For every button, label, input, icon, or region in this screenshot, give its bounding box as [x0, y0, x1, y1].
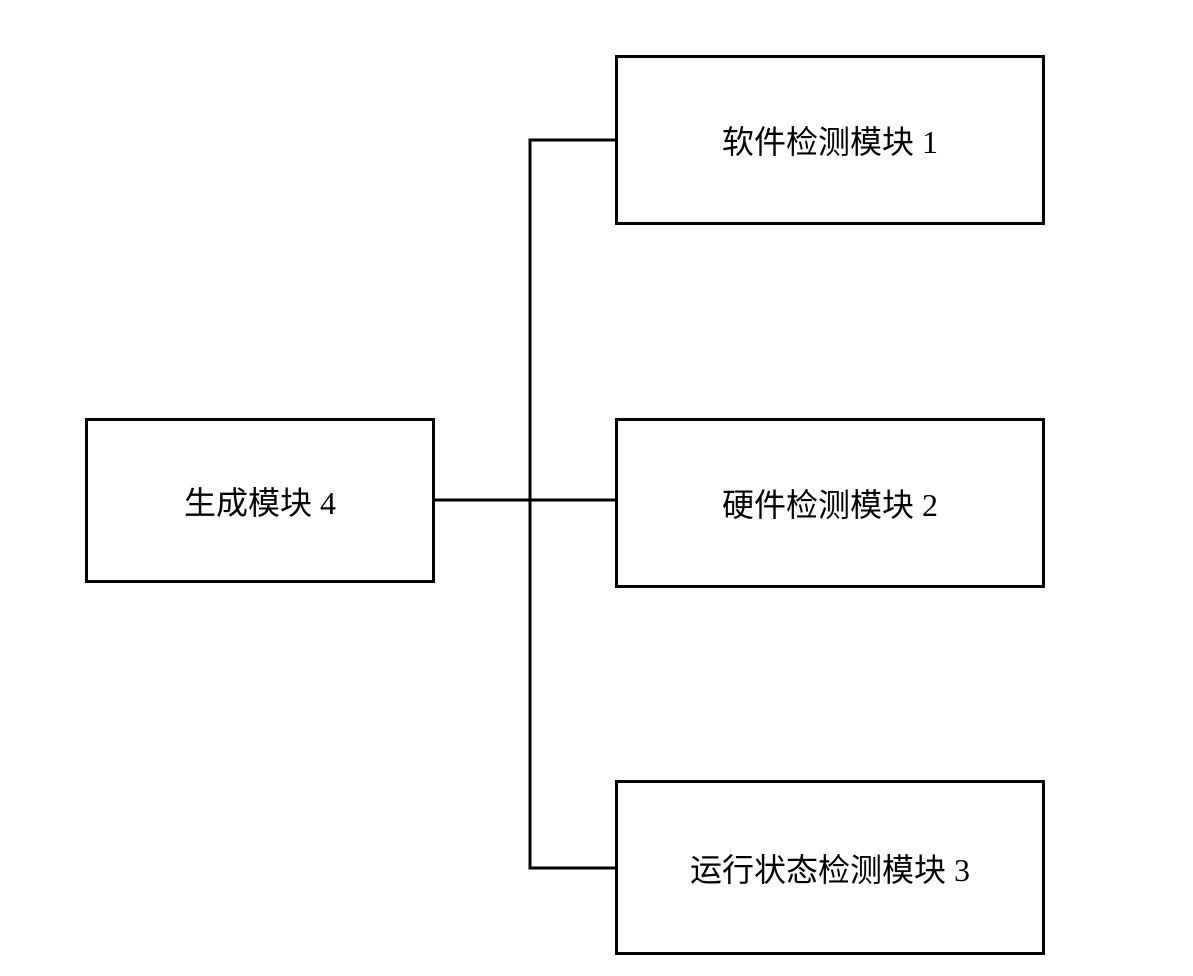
node-label-hard: 硬件检测模块 2: [722, 480, 938, 526]
node-label-gen: 生成模块 4: [184, 478, 336, 524]
node-runtime: 运行状态检测模块 3: [615, 780, 1045, 955]
node-label-soft: 软件检测模块 1: [722, 117, 938, 163]
node-label-runtime: 运行状态检测模块 3: [690, 845, 970, 891]
diagram-container: 生成模块 4 软件检测模块 1 硬件检测模块 2 运行状态检测模块 3: [0, 0, 1193, 976]
node-hard: 硬件检测模块 2: [615, 418, 1045, 588]
node-soft: 软件检测模块 1: [615, 55, 1045, 225]
node-gen: 生成模块 4: [85, 418, 435, 583]
